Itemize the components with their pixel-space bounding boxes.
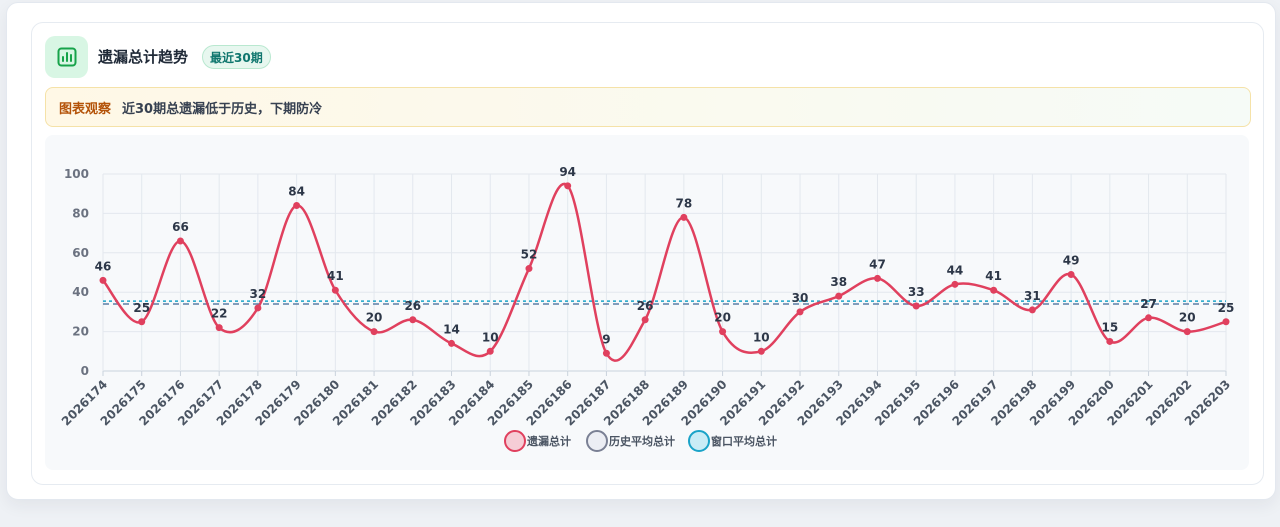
data-point — [1028, 306, 1036, 314]
data-point — [990, 286, 998, 294]
legend-swatch — [688, 430, 710, 452]
legend-label: 遗漏总计 — [526, 434, 571, 448]
data-label: 94 — [559, 165, 576, 179]
data-label: 25 — [1218, 301, 1235, 315]
data-label: 32 — [250, 287, 267, 301]
data-point — [602, 349, 610, 357]
legend-label: 历史平均总计 — [609, 434, 675, 448]
data-point — [331, 286, 339, 294]
data-point — [525, 265, 533, 273]
series-line-遗漏总计 — [102, 182, 1227, 362]
data-point — [641, 316, 649, 324]
data-point — [138, 318, 146, 326]
data-point — [873, 274, 881, 282]
data-label: 20 — [1179, 311, 1196, 325]
y-tick-label: 60 — [72, 246, 89, 260]
period-badge: 最近30期 — [202, 45, 271, 69]
y-tick-label: 80 — [72, 206, 89, 220]
data-label: 84 — [288, 185, 305, 199]
legend-swatch — [504, 430, 526, 452]
y-tick-label: 100 — [64, 167, 89, 181]
data-label: 41 — [985, 269, 1002, 283]
data-label: 78 — [676, 196, 693, 210]
data-point — [680, 213, 688, 221]
data-label: 26 — [404, 299, 421, 313]
data-point — [176, 237, 184, 245]
card-title: 遗漏总计趋势 — [98, 48, 189, 66]
data-label: 9 — [602, 332, 610, 346]
data-point — [1067, 270, 1075, 278]
chart-area: 0 20 40 60 80 100 2026174 2026175 2026176 2026177… — [45, 135, 1249, 470]
data-label: 52 — [521, 248, 538, 262]
data-label: 41 — [327, 269, 344, 283]
data-label: 10 — [753, 330, 770, 344]
data-label: 38 — [830, 275, 847, 289]
data-label: 27 — [1140, 297, 1157, 311]
y-tick-label: 0 — [81, 364, 89, 378]
data-point — [1106, 337, 1114, 345]
legend-label: 窗口平均总计 — [711, 434, 777, 448]
data-label: 25 — [133, 301, 150, 315]
data-label: 20 — [366, 311, 383, 325]
data-label: 30 — [792, 291, 809, 305]
data-point — [99, 276, 107, 284]
data-point — [564, 182, 572, 190]
data-point — [1183, 328, 1191, 336]
data-label: 44 — [947, 263, 964, 277]
y-tick-label: 40 — [72, 285, 89, 299]
data-point — [912, 302, 920, 310]
data-label: 10 — [482, 330, 499, 344]
chart-card: 遗漏总计趋势 最近30期 图表观察 近30期总遗漏低于历史，下期防冷 0 20 40… — [31, 22, 1264, 485]
data-point — [254, 304, 262, 312]
data-label: 20 — [714, 311, 731, 325]
data-point — [719, 328, 727, 336]
legend-swatch — [586, 430, 608, 452]
data-label: 14 — [443, 322, 460, 336]
data-point — [486, 347, 494, 355]
data-point — [215, 324, 223, 332]
data-point — [448, 339, 456, 347]
bar-chart-icon — [45, 36, 88, 78]
observation-text: 近30期总遗漏低于历史，下期防冷 — [122, 101, 323, 117]
data-point — [370, 328, 378, 336]
line-chart: 0204060801002026174202617520261762026177… — [59, 165, 1235, 452]
data-label: 46 — [95, 259, 112, 273]
data-label: 47 — [869, 257, 886, 271]
data-label: 33 — [908, 285, 925, 299]
y-tick-label: 20 — [72, 325, 89, 339]
data-point — [1222, 318, 1230, 326]
outer-panel: 遗漏总计趋势 最近30期 图表观察 近30期总遗漏低于历史，下期防冷 0 20 40… — [6, 2, 1276, 500]
data-point — [757, 347, 765, 355]
data-point — [409, 316, 417, 324]
data-point — [835, 292, 843, 300]
observation-label: 图表观察 — [59, 101, 112, 117]
data-label: 26 — [637, 299, 654, 313]
data-point — [1145, 314, 1153, 322]
data-point — [293, 202, 301, 210]
data-label: 15 — [1101, 320, 1118, 334]
data-point — [796, 308, 804, 316]
data-point — [951, 280, 959, 288]
data-label: 49 — [1063, 253, 1080, 267]
data-label: 22 — [211, 307, 228, 321]
observation-banner: 图表观察 近30期总遗漏低于历史，下期防冷 — [45, 87, 1251, 127]
data-label: 66 — [172, 220, 189, 234]
data-label: 31 — [1024, 289, 1041, 303]
